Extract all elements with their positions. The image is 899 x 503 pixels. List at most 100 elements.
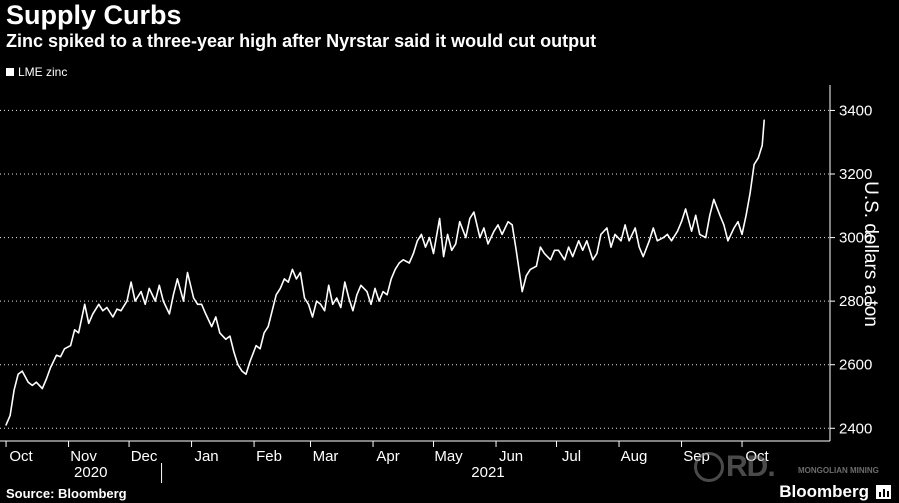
- data-point: [390, 278, 392, 280]
- data-point: [539, 246, 542, 248]
- data-point: [757, 157, 759, 159]
- data-point: [691, 230, 693, 232]
- data-point: [610, 246, 612, 248]
- series-layer: [5, 119, 765, 426]
- y-tick-label: 3000: [839, 230, 872, 247]
- data-point: [233, 351, 235, 353]
- legend-label: LME zinc: [18, 65, 68, 79]
- data-point: [515, 249, 517, 251]
- data-point: [348, 297, 350, 299]
- data-point: [21, 370, 23, 372]
- data-point: [63, 348, 66, 350]
- data-point: [749, 192, 751, 194]
- data-point: [344, 281, 346, 283]
- x-year-label: 2021: [471, 464, 504, 481]
- data-point: [483, 227, 485, 229]
- y-tick-label: 2800: [839, 293, 872, 310]
- data-point: [267, 326, 269, 328]
- data-point: [255, 345, 257, 347]
- data-point: [126, 300, 128, 302]
- data-point: [501, 233, 503, 235]
- data-point: [386, 294, 388, 296]
- data-point: [378, 300, 380, 302]
- data-point: [606, 227, 608, 229]
- data-point: [201, 303, 203, 305]
- x-month-label: Jul: [562, 448, 581, 465]
- data-point: [402, 259, 404, 261]
- x-month-label: Apr: [376, 448, 399, 465]
- data-point: [229, 335, 231, 337]
- data-point: [31, 384, 33, 386]
- data-point: [211, 326, 213, 328]
- data-point: [215, 316, 217, 318]
- data-point: [745, 214, 747, 216]
- data-point: [733, 227, 735, 229]
- data-point: [219, 332, 221, 334]
- data-point: [120, 310, 122, 312]
- data-point: [652, 227, 654, 229]
- x-year-label: 2020: [74, 464, 107, 481]
- data-point: [525, 275, 527, 277]
- data-point: [27, 381, 29, 383]
- data-point: [193, 297, 195, 299]
- data-point: [352, 310, 354, 312]
- data-point: [245, 373, 247, 375]
- data-point: [727, 240, 729, 242]
- data-point: [447, 233, 449, 235]
- data-point: [5, 424, 7, 426]
- x-month-label: Feb: [256, 448, 282, 465]
- data-point: [275, 294, 277, 296]
- data-point: [279, 287, 281, 289]
- data-point: [291, 268, 293, 270]
- data-point: [370, 303, 372, 305]
- data-point: [600, 233, 602, 235]
- data-point: [398, 262, 400, 264]
- data-point: [497, 224, 499, 226]
- data-point: [168, 313, 170, 315]
- data-point: [287, 281, 289, 283]
- watermark-subtext: MONGOLIAN MINING: [798, 466, 879, 475]
- data-point: [130, 281, 132, 283]
- data-point: [634, 227, 636, 229]
- data-point: [564, 259, 566, 261]
- data-point: [439, 217, 441, 220]
- data-point: [271, 310, 273, 312]
- source-note: Source: Bloomberg: [6, 486, 127, 501]
- data-point: [303, 297, 306, 299]
- watermark-text: RD.: [726, 450, 776, 483]
- data-point: [568, 246, 570, 248]
- data-point: [737, 221, 739, 223]
- data-point: [424, 246, 427, 248]
- data-point: [557, 249, 560, 251]
- x-month-label: Jan: [194, 448, 218, 465]
- axes: [0, 85, 835, 483]
- data-point: [592, 259, 594, 261]
- data-point: [374, 287, 376, 289]
- data-point: [307, 303, 310, 305]
- grid-lines: [0, 109, 830, 429]
- data-point: [88, 322, 90, 324]
- data-point: [112, 316, 114, 318]
- data-point: [382, 291, 384, 293]
- data-point: [162, 300, 164, 302]
- data-point: [723, 224, 725, 226]
- watermark-circle-icon: [694, 452, 724, 482]
- data-point: [176, 278, 178, 280]
- data-point: [241, 370, 243, 372]
- data-point: [49, 367, 52, 369]
- x-month-label: Dec: [131, 448, 158, 465]
- data-point: [9, 415, 11, 417]
- data-point: [719, 214, 721, 216]
- data-point: [106, 306, 108, 309]
- data-point: [92, 313, 94, 315]
- data-point: [283, 278, 285, 280]
- data-point: [74, 329, 76, 331]
- data-point: [628, 240, 630, 242]
- x-month-label: Oct: [9, 448, 33, 465]
- data-point: [521, 291, 523, 293]
- data-point: [158, 284, 160, 286]
- x-month-label: Aug: [621, 448, 648, 465]
- data-point: [55, 354, 58, 356]
- y-tick-label: 3400: [839, 102, 872, 119]
